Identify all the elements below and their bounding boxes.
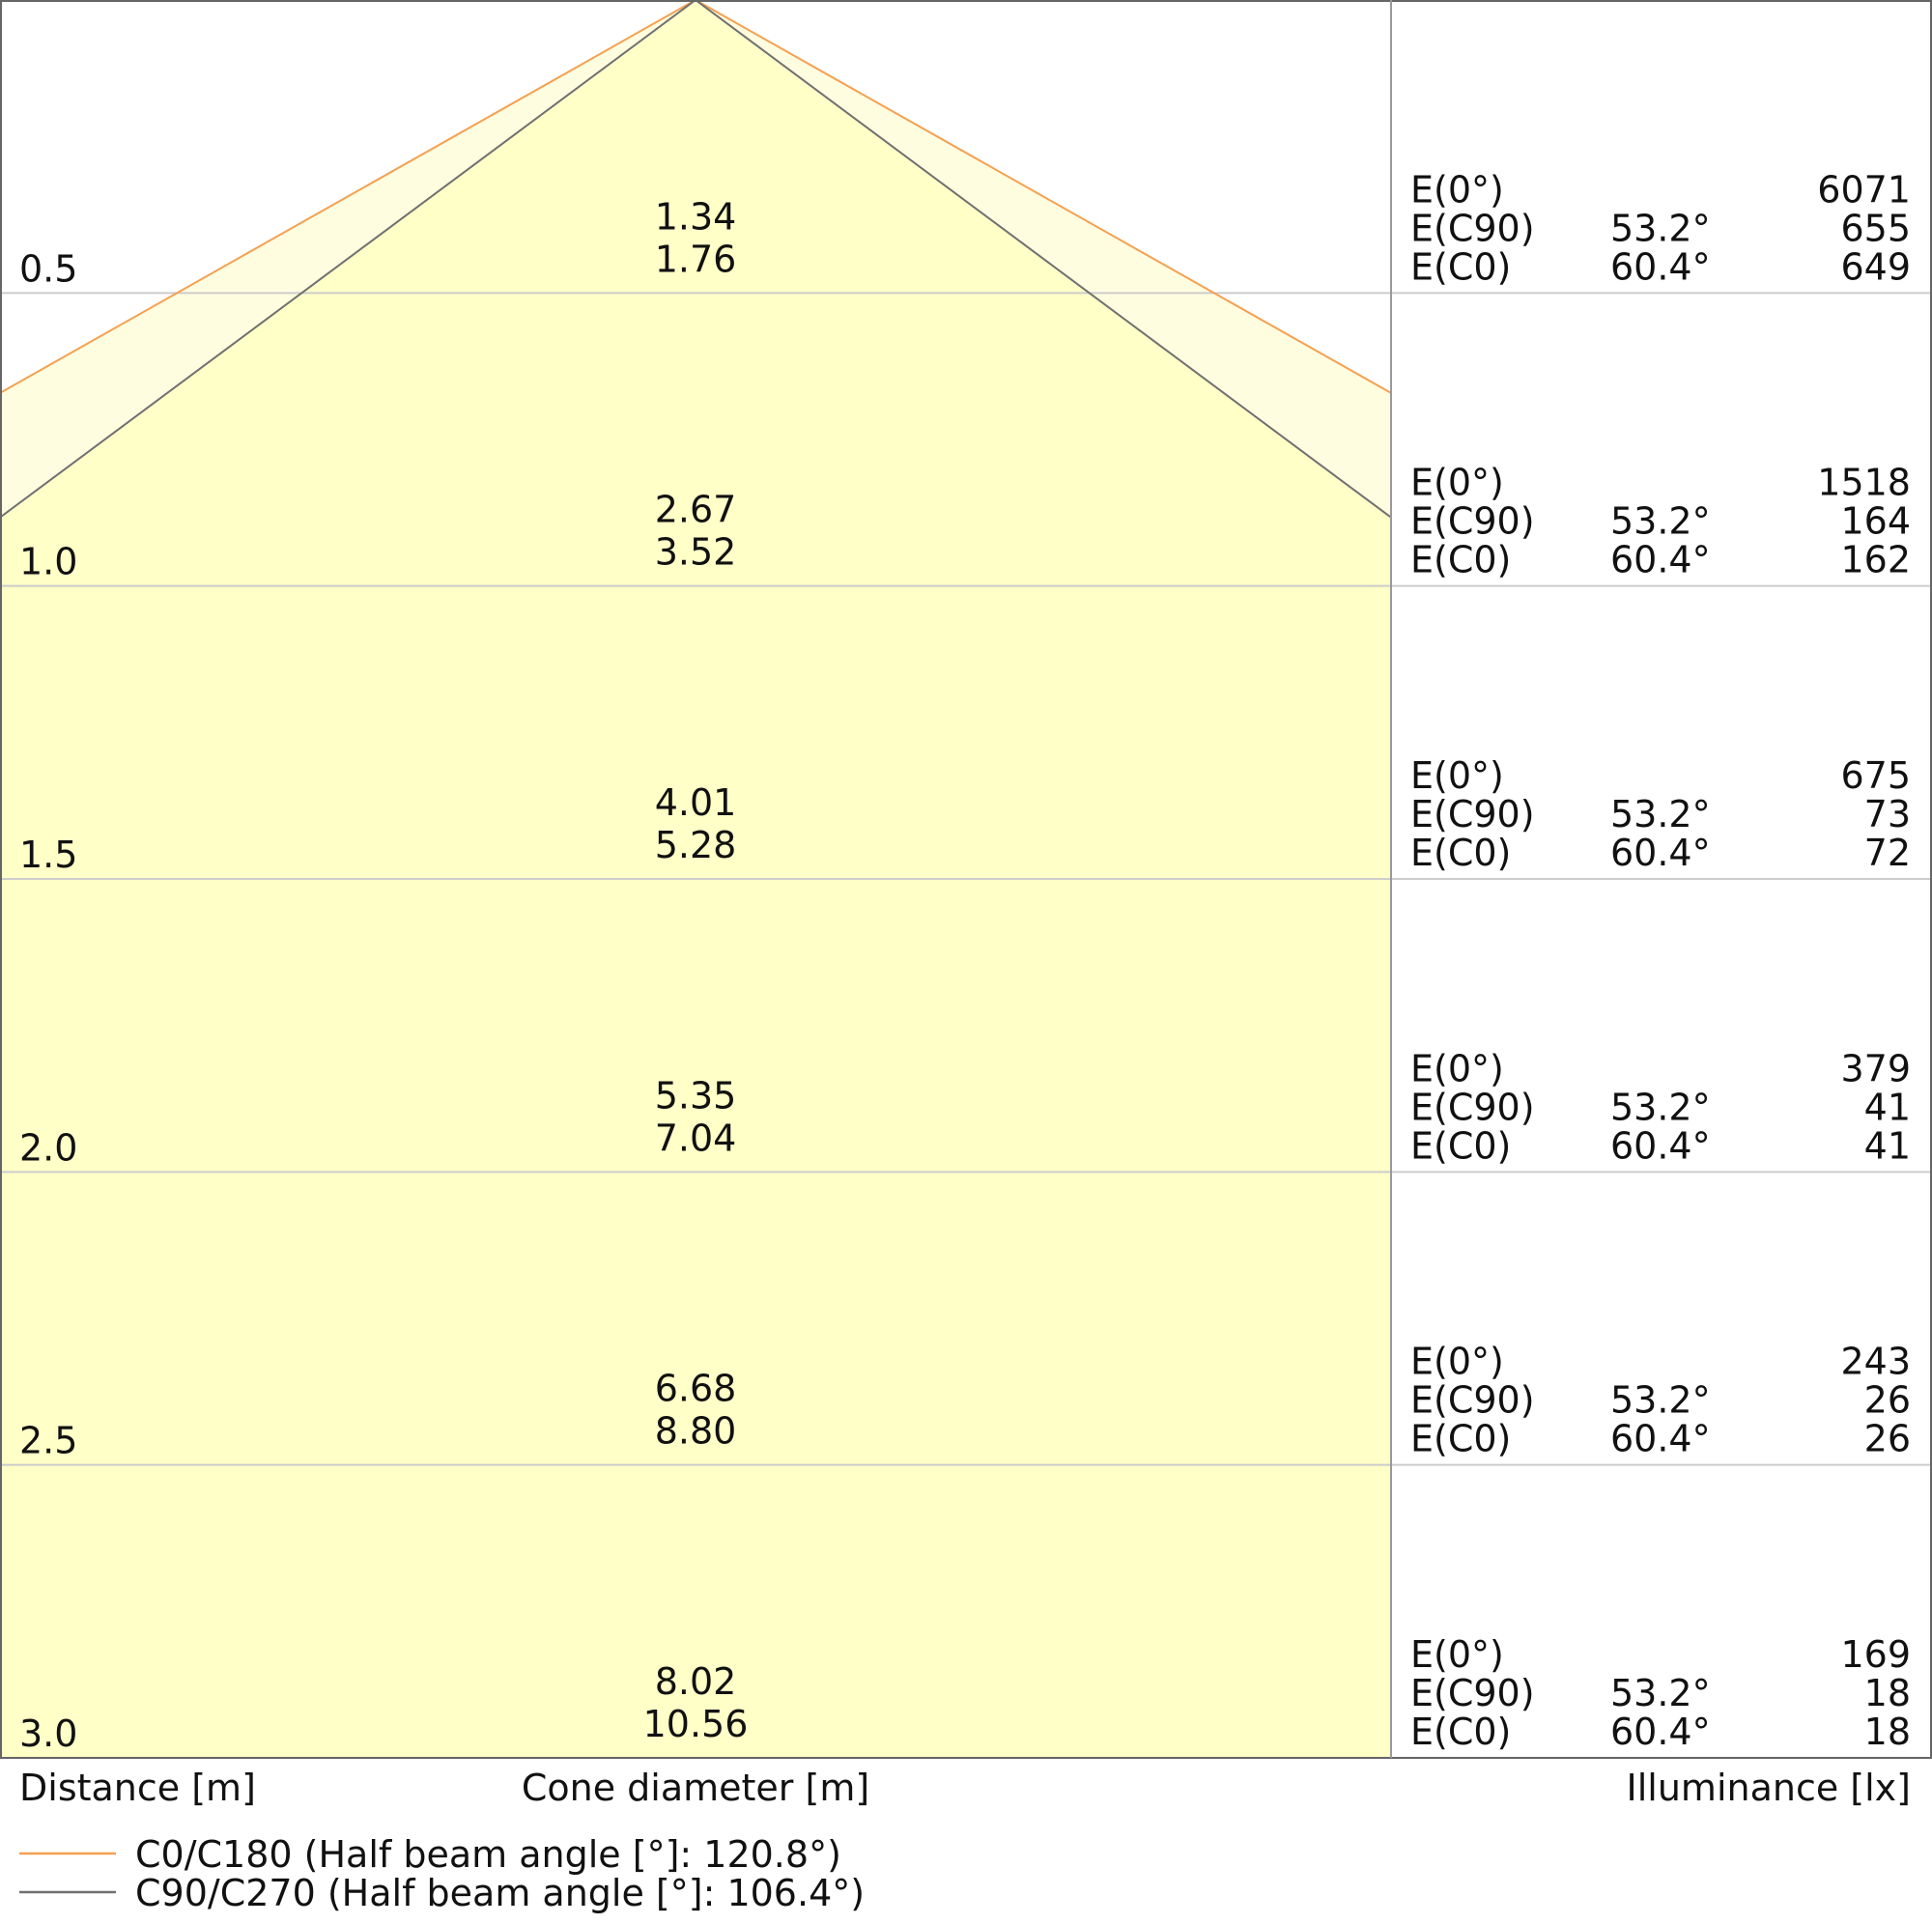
- distance-tick-label: 3.0: [19, 1712, 77, 1755]
- cone-diameter-c0-label: 5.28: [655, 824, 737, 866]
- illuminance-axis-label: Illuminance [lx]: [1627, 1767, 1911, 1809]
- distance-tick-label: 2.0: [19, 1126, 77, 1169]
- cone-diameter-c90-label: 2.67: [655, 489, 737, 531]
- cone-diameter-c90-label: 8.02: [655, 1660, 737, 1703]
- cone-diameter-c90-label: 5.35: [655, 1074, 737, 1117]
- illuminance-value-e0: 243: [1840, 1341, 1911, 1383]
- cone-line-c0: [0, 0, 1392, 394]
- beam-angle-c90: 53.2°: [1610, 1672, 1711, 1714]
- beam-angle-c90: 53.2°: [1610, 793, 1711, 835]
- cone-diameter-c90-label: 4.01: [655, 781, 737, 824]
- distance-tick-label: 1.5: [19, 834, 77, 876]
- illuminance-value-c0: 72: [1864, 832, 1911, 874]
- legend-label-c0: C0/C180 (Half beam angle [°]: 120.8°): [135, 1833, 841, 1876]
- beam-angle-c0: 60.4°: [1610, 1124, 1711, 1167]
- cone-diameter-c90-label: 6.68: [655, 1368, 737, 1410]
- legend-label-c90: C90/C270 (Half beam angle [°]: 106.4°): [135, 1872, 865, 1914]
- illuminance-label-c0: E(C0): [1410, 245, 1511, 288]
- illuminance-label-c90: E(C90): [1410, 793, 1535, 835]
- beam-angle-c0: 60.4°: [1610, 245, 1711, 288]
- beam-angle-c0: 60.4°: [1610, 539, 1711, 581]
- cone-diameter-c0-label: 8.80: [655, 1410, 737, 1453]
- illuminance-value-c90: 73: [1864, 793, 1911, 835]
- illuminance-label-c0: E(C0): [1410, 1418, 1511, 1460]
- illuminance-value-c90: 164: [1840, 500, 1911, 543]
- illuminance-label-e0: E(0°): [1410, 1047, 1504, 1089]
- illuminance-label-c0: E(C0): [1410, 1124, 1511, 1167]
- illuminance-label-c90: E(C90): [1410, 1086, 1535, 1128]
- illuminance-label-c90: E(C90): [1410, 1379, 1535, 1422]
- illuminance-value-e0: 1518: [1817, 462, 1911, 504]
- illuminance-value-e0: 675: [1840, 754, 1911, 797]
- illuminance-label-e0: E(0°): [1410, 1341, 1504, 1383]
- distance-tick-label: 0.5: [19, 247, 77, 290]
- illuminance-label-e0: E(0°): [1410, 168, 1504, 211]
- illuminance-value-c0: 18: [1864, 1711, 1911, 1753]
- illuminance-value-c0: 649: [1840, 245, 1911, 288]
- illuminance-label-c90: E(C90): [1410, 207, 1535, 249]
- beam-angle-c90: 53.2°: [1610, 1379, 1711, 1422]
- beam-angle-c0: 60.4°: [1610, 1711, 1711, 1753]
- illuminance-label-e0: E(0°): [1410, 462, 1504, 504]
- illuminance-label-c90: E(C90): [1410, 1672, 1535, 1714]
- beam-angle-c0: 60.4°: [1610, 1418, 1711, 1460]
- illuminance-label-c90: E(C90): [1410, 500, 1535, 543]
- illuminance-label-e0: E(0°): [1410, 754, 1504, 797]
- distance-tick-label: 1.0: [19, 541, 77, 583]
- distance-axis-label: Distance [m]: [19, 1767, 256, 1809]
- chart-frame: [0, 0, 1932, 1759]
- cone-diameter-c0-label: 1.76: [655, 238, 737, 280]
- illuminance-value-e0: 169: [1840, 1633, 1911, 1676]
- illuminance-value-e0: 379: [1840, 1047, 1911, 1089]
- cone-line-c90: [0, 0, 1392, 519]
- cone-diameter-c0-label: 10.56: [643, 1703, 749, 1745]
- illuminance-value-c90: 18: [1864, 1672, 1911, 1714]
- cone-diameter-c0-label: 7.04: [655, 1117, 737, 1159]
- illuminance-label-c0: E(C0): [1410, 539, 1511, 581]
- legend: C0/C180 (Half beam angle [°]: 120.8°) C9…: [19, 1833, 865, 1914]
- cone-diameter-c90-label: 1.34: [655, 195, 737, 238]
- cone-diameter-c0-label: 3.52: [655, 531, 737, 574]
- distance-tick-label: 2.5: [19, 1420, 77, 1462]
- illuminance-value-c0: 41: [1864, 1124, 1911, 1167]
- beam-angle-c0: 60.4°: [1610, 832, 1711, 874]
- illuminance-label-e0: E(0°): [1410, 1633, 1504, 1676]
- illuminance-value-c90: 41: [1864, 1086, 1911, 1128]
- illuminance-label-c0: E(C0): [1410, 1711, 1511, 1753]
- illuminance-value-e0: 6071: [1817, 168, 1911, 211]
- illuminance-value-c90: 26: [1864, 1379, 1911, 1422]
- beam-angle-c90: 53.2°: [1610, 500, 1711, 543]
- illuminance-value-c0: 162: [1840, 539, 1911, 581]
- beam-angle-c90: 53.2°: [1610, 1086, 1711, 1128]
- illuminance-label-c0: E(C0): [1410, 832, 1511, 874]
- diameter-axis-label: Cone diameter [m]: [522, 1767, 869, 1809]
- illuminance-value-c0: 26: [1864, 1418, 1911, 1460]
- beam-angle-c90: 53.2°: [1610, 207, 1711, 249]
- illuminance-value-c90: 655: [1840, 207, 1911, 249]
